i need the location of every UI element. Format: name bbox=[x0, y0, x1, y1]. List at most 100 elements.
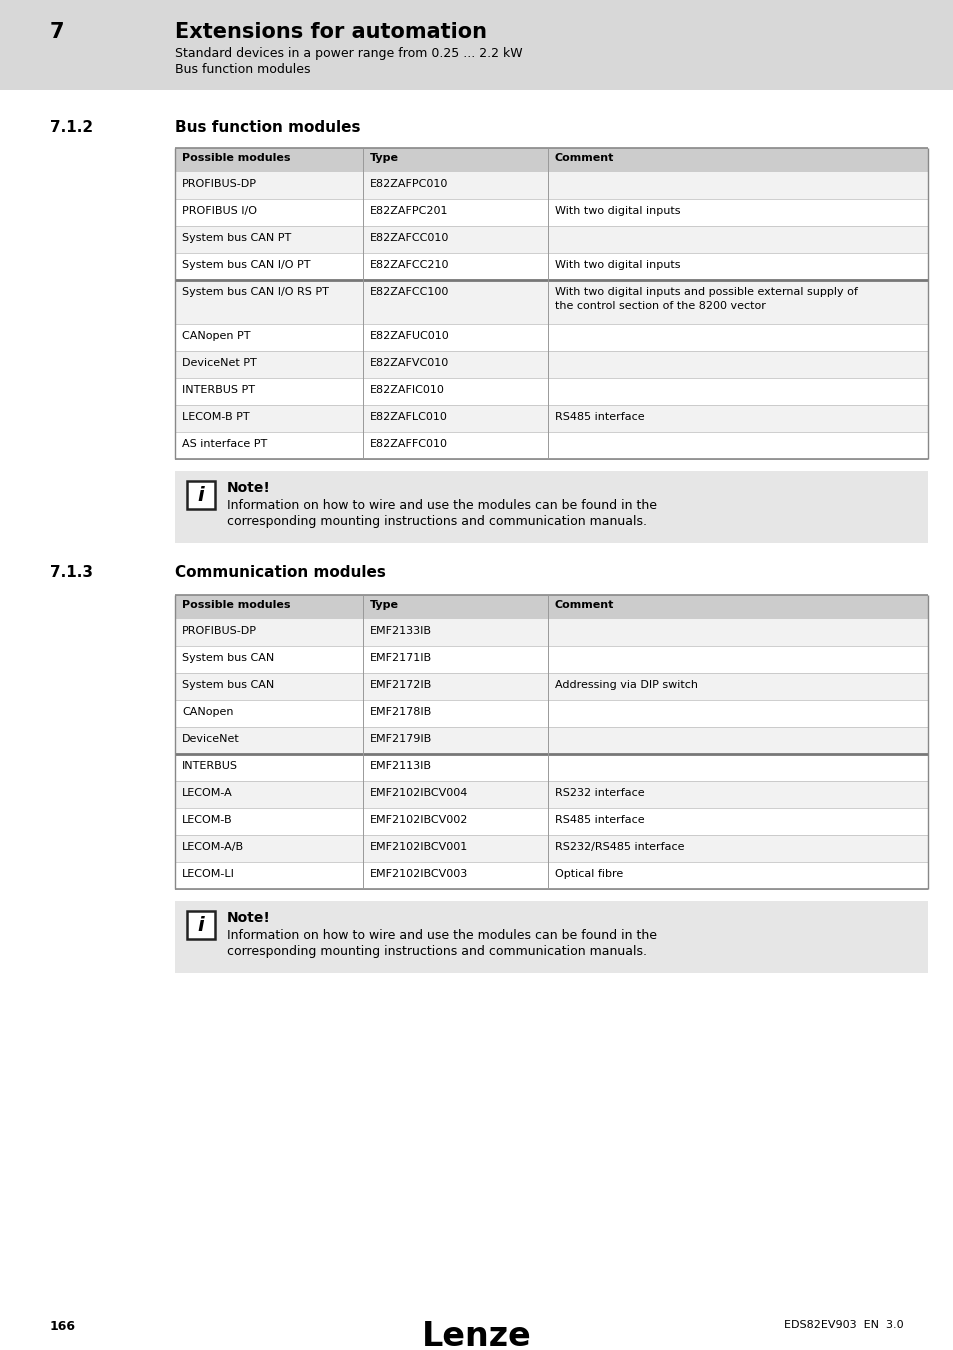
Text: Information on how to wire and use the modules can be found in the: Information on how to wire and use the m… bbox=[227, 500, 657, 512]
Text: 7: 7 bbox=[50, 22, 65, 42]
Text: Type: Type bbox=[370, 599, 398, 610]
Text: System bus CAN I/O PT: System bus CAN I/O PT bbox=[182, 261, 310, 270]
Text: Communication modules: Communication modules bbox=[174, 566, 385, 580]
Text: EMF2172IB: EMF2172IB bbox=[370, 680, 432, 690]
Text: i: i bbox=[197, 917, 204, 936]
Text: PROFIBUS-DP: PROFIBUS-DP bbox=[182, 626, 256, 636]
Text: System bus CAN PT: System bus CAN PT bbox=[182, 234, 291, 243]
Bar bbox=[174, 755, 927, 782]
Text: E82ZAFFC010: E82ZAFFC010 bbox=[370, 439, 448, 450]
Bar bbox=[174, 198, 927, 225]
Text: the control section of the 8200 vector: the control section of the 8200 vector bbox=[555, 301, 765, 310]
Text: corresponding mounting instructions and communication manuals.: corresponding mounting instructions and … bbox=[227, 945, 646, 958]
Text: EMF2102IBCV002: EMF2102IBCV002 bbox=[370, 815, 468, 825]
Text: PROFIBUS I/O: PROFIBUS I/O bbox=[182, 207, 256, 216]
Text: DeviceNet: DeviceNet bbox=[182, 734, 239, 744]
Bar bbox=[174, 471, 927, 543]
Bar bbox=[174, 728, 927, 755]
Text: EMF2171IB: EMF2171IB bbox=[370, 653, 432, 663]
Bar bbox=[174, 405, 927, 432]
Bar bbox=[174, 595, 927, 620]
Text: LECOM-B: LECOM-B bbox=[182, 815, 233, 825]
Bar bbox=[174, 836, 927, 863]
Text: Optical fibre: Optical fibre bbox=[555, 869, 622, 879]
Text: Extensions for automation: Extensions for automation bbox=[174, 22, 486, 42]
Bar bbox=[174, 378, 927, 405]
Text: Note!: Note! bbox=[227, 481, 271, 495]
Text: 7.1.2: 7.1.2 bbox=[50, 120, 93, 135]
Bar bbox=[187, 481, 214, 509]
Text: Note!: Note! bbox=[227, 911, 271, 925]
Text: 166: 166 bbox=[50, 1320, 76, 1332]
Bar bbox=[174, 324, 927, 351]
Bar bbox=[174, 900, 927, 973]
Bar bbox=[174, 432, 927, 459]
Text: RS485 interface: RS485 interface bbox=[555, 815, 644, 825]
Text: System bus CAN: System bus CAN bbox=[182, 653, 274, 663]
Text: EMF2102IBCV001: EMF2102IBCV001 bbox=[370, 842, 468, 852]
Bar bbox=[174, 782, 927, 809]
Text: E82ZAFCC210: E82ZAFCC210 bbox=[370, 261, 449, 270]
Bar bbox=[0, 0, 953, 90]
Text: EDS82EV903  EN  3.0: EDS82EV903 EN 3.0 bbox=[783, 1320, 903, 1330]
Text: With two digital inputs: With two digital inputs bbox=[555, 207, 679, 216]
Text: LECOM-LI: LECOM-LI bbox=[182, 869, 234, 879]
Bar bbox=[174, 647, 927, 674]
Text: E82ZAFPC010: E82ZAFPC010 bbox=[370, 180, 448, 189]
Bar bbox=[174, 863, 927, 890]
Text: E82ZAFPC201: E82ZAFPC201 bbox=[370, 207, 448, 216]
Text: DeviceNet PT: DeviceNet PT bbox=[182, 358, 256, 369]
Bar bbox=[174, 674, 927, 701]
Text: E82ZAFCC010: E82ZAFCC010 bbox=[370, 234, 449, 243]
Bar bbox=[174, 225, 927, 252]
Text: CANopen PT: CANopen PT bbox=[182, 331, 251, 342]
Text: E82ZAFIC010: E82ZAFIC010 bbox=[370, 385, 444, 396]
Bar bbox=[174, 620, 927, 647]
Text: EMF2113IB: EMF2113IB bbox=[370, 761, 432, 771]
Text: LECOM-A: LECOM-A bbox=[182, 788, 233, 798]
Bar bbox=[174, 252, 927, 279]
Text: System bus CAN I/O RS PT: System bus CAN I/O RS PT bbox=[182, 288, 329, 297]
Bar bbox=[187, 911, 214, 940]
Text: With two digital inputs and possible external supply of: With two digital inputs and possible ext… bbox=[555, 288, 857, 297]
Bar bbox=[187, 481, 214, 509]
Text: Information on how to wire and use the modules can be found in the: Information on how to wire and use the m… bbox=[227, 929, 657, 942]
Text: corresponding mounting instructions and communication manuals.: corresponding mounting instructions and … bbox=[227, 514, 646, 528]
Text: RS485 interface: RS485 interface bbox=[555, 412, 644, 423]
Text: EMF2179IB: EMF2179IB bbox=[370, 734, 432, 744]
Text: RS232/RS485 interface: RS232/RS485 interface bbox=[555, 842, 684, 852]
Bar bbox=[174, 279, 927, 324]
Text: E82ZAFLC010: E82ZAFLC010 bbox=[370, 412, 447, 423]
Text: Standard devices in a power range from 0.25 ... 2.2 kW: Standard devices in a power range from 0… bbox=[174, 47, 522, 59]
Text: LECOM-B PT: LECOM-B PT bbox=[182, 412, 250, 423]
Text: Type: Type bbox=[370, 153, 398, 163]
Text: E82ZAFCC100: E82ZAFCC100 bbox=[370, 288, 449, 297]
Text: Bus function modules: Bus function modules bbox=[174, 63, 310, 76]
Bar bbox=[174, 809, 927, 836]
Text: LECOM-A/B: LECOM-A/B bbox=[182, 842, 244, 852]
Text: Lenze: Lenze bbox=[421, 1320, 532, 1350]
Text: E82ZAFVC010: E82ZAFVC010 bbox=[370, 358, 449, 369]
Text: EMF2178IB: EMF2178IB bbox=[370, 707, 432, 717]
Text: EMF2102IBCV003: EMF2102IBCV003 bbox=[370, 869, 468, 879]
Text: RS232 interface: RS232 interface bbox=[555, 788, 644, 798]
Bar bbox=[174, 701, 927, 728]
Text: AS interface PT: AS interface PT bbox=[182, 439, 267, 450]
Text: Possible modules: Possible modules bbox=[182, 153, 291, 163]
Text: With two digital inputs: With two digital inputs bbox=[555, 261, 679, 270]
Text: EMF2102IBCV004: EMF2102IBCV004 bbox=[370, 788, 468, 798]
Text: Comment: Comment bbox=[555, 153, 614, 163]
Text: 7.1.3: 7.1.3 bbox=[50, 566, 92, 580]
Text: System bus CAN: System bus CAN bbox=[182, 680, 274, 690]
Text: Addressing via DIP switch: Addressing via DIP switch bbox=[555, 680, 698, 690]
Text: Possible modules: Possible modules bbox=[182, 599, 291, 610]
Bar bbox=[174, 148, 927, 171]
Text: Bus function modules: Bus function modules bbox=[174, 120, 360, 135]
Bar bbox=[174, 171, 927, 198]
Text: E82ZAFUC010: E82ZAFUC010 bbox=[370, 331, 449, 342]
Text: INTERBUS: INTERBUS bbox=[182, 761, 237, 771]
Text: CANopen: CANopen bbox=[182, 707, 233, 717]
Bar bbox=[187, 911, 214, 940]
Text: PROFIBUS-DP: PROFIBUS-DP bbox=[182, 180, 256, 189]
Bar bbox=[174, 351, 927, 378]
